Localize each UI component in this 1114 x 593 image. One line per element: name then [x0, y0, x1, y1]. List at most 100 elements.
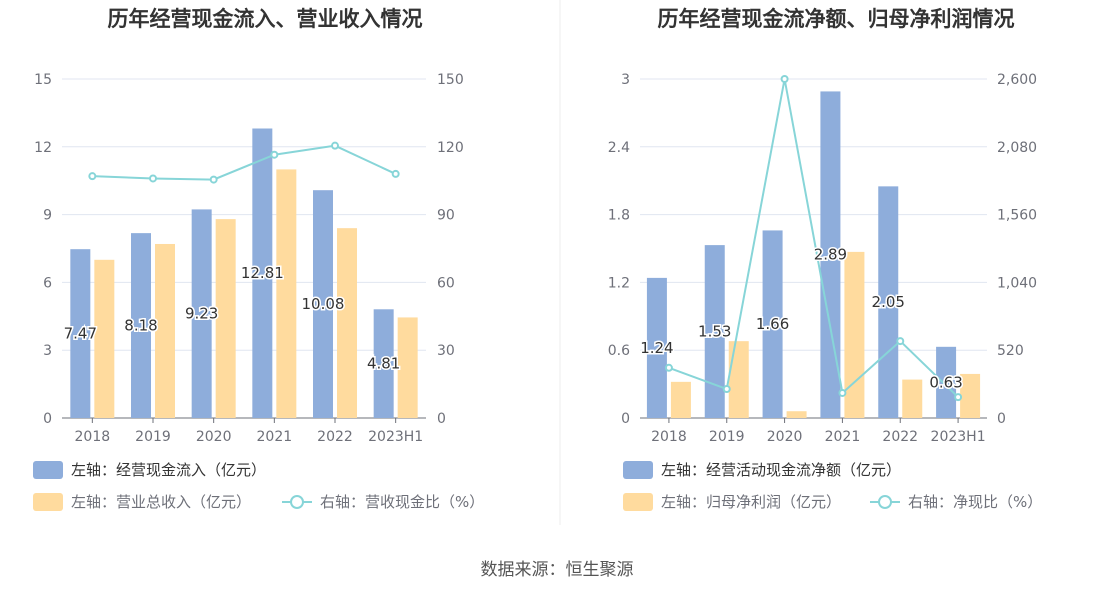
chart-panel-cash-inflow: 历年经营现金流入、营业收入情况 0 0 3 30 6 60 9 90 12 120 15 150 2018… [33, 7, 484, 511]
bar-primary [646, 277, 667, 418]
left-axis-tick-label: 1.8 [608, 208, 630, 224]
legend-swatch [623, 493, 653, 511]
legend-label: 右轴：净现比（%） [908, 493, 1042, 511]
x-axis-category-label: 2019 [135, 429, 171, 445]
left-axis-tick-label: 0 [621, 411, 630, 427]
ratio-line-point [664, 363, 673, 372]
legend-label: 左轴：经营活动现金流净额（亿元） [661, 461, 901, 479]
chart-title: 历年经营现金流入、营业收入情况 [108, 7, 423, 31]
left-axis-tick-label: 6 [43, 275, 52, 291]
left-axis-tick-label: 0 [43, 411, 52, 427]
ratio-line-point [209, 175, 218, 184]
bar-data-label: 2.05 [872, 293, 905, 311]
left-axis-tick-label: 3 [43, 343, 52, 359]
legend-label: 左轴：营业总收入（亿元） [71, 493, 251, 511]
ratio-line-point [722, 385, 731, 394]
bar-data-label: 1.53 [698, 323, 731, 341]
bar-secondary [902, 379, 923, 418]
left-axis-tick-label: 1.2 [608, 275, 630, 291]
bar-primary [70, 249, 91, 418]
bar-data-label: 9.23 [185, 305, 218, 323]
right-axis-tick-label: 60 [437, 275, 455, 291]
left-axis-tick-label: 9 [43, 208, 52, 224]
chart-title: 历年经营现金流净额、归母净利润情况 [658, 7, 1015, 31]
left-axis-tick-label: 3 [621, 72, 630, 88]
x-axis-category-label: 2021 [825, 429, 861, 445]
bar-data-label: 7.47 [64, 325, 97, 343]
legend-swatch [33, 461, 63, 479]
ratio-line-point [331, 141, 339, 150]
right-axis-tick-label: 1,560 [997, 208, 1037, 224]
right-axis-tick-label: 0 [437, 411, 446, 427]
bar-secondary [786, 411, 807, 418]
x-axis-category-label: 2022 [882, 429, 918, 445]
right-axis-tick-label: 30 [437, 343, 455, 359]
ratio-line-point [780, 75, 789, 83]
bar-primary [313, 190, 333, 418]
bar-data-label: 10.08 [302, 295, 345, 313]
ratio-line-point [149, 174, 157, 183]
legend-line-marker [290, 495, 304, 509]
x-axis-category-label: 2021 [257, 429, 293, 445]
ratio-line-point [838, 388, 847, 397]
right-axis-tick-label: 0 [997, 411, 1006, 427]
chart-panel-net-cash: 历年经营现金流净额、归母净利润情况 0 0 0.6 520 1.2 1,040 1.8 1,56… [608, 7, 1042, 511]
right-axis-tick-label: 90 [437, 208, 455, 224]
bar-primary [704, 245, 725, 418]
bar-secondary [94, 259, 115, 418]
legend-swatch [33, 493, 63, 511]
ratio-line-point [391, 169, 400, 178]
data-source-note: 数据来源：恒生聚源 [480, 560, 634, 580]
legend-swatch [623, 461, 653, 479]
bar-secondary [397, 317, 418, 418]
bar-data-label: 1.24 [640, 339, 673, 357]
legend-line-marker [878, 495, 892, 509]
bar-data-label: 12.81 [241, 264, 284, 282]
right-axis-tick-label: 2,080 [997, 140, 1037, 156]
bar-secondary [844, 251, 865, 418]
bar-primary [373, 309, 394, 418]
bar-data-label: 2.89 [814, 246, 847, 264]
bar-secondary [276, 169, 297, 418]
right-axis-tick-label: 150 [437, 72, 464, 88]
x-axis-category-label: 2023H1 [931, 429, 986, 445]
left-axis-tick-label: 12 [34, 140, 52, 156]
bar-secondary [670, 381, 691, 418]
bar-data-label: 8.18 [124, 317, 157, 335]
ratio-line-point [88, 172, 97, 181]
ratio-line [668, 78, 959, 398]
bar-secondary [337, 228, 357, 418]
left-axis-tick-label: 2.4 [608, 140, 630, 156]
bar-primary [762, 230, 783, 418]
x-axis-category-label: 2018 [651, 429, 687, 445]
right-axis-tick-label: 2,600 [997, 72, 1037, 88]
legend-label: 左轴：经营现金流入（亿元） [71, 461, 266, 479]
bar-primary [191, 209, 212, 418]
legend-label: 左轴：归母净利润（亿元） [661, 493, 841, 511]
bar-data-label: 4.81 [367, 355, 400, 373]
ratio-line-point [954, 393, 963, 402]
legend-label: 右轴：营收现金比（%） [320, 493, 484, 511]
right-axis-tick-label: 120 [437, 140, 464, 156]
bar-secondary [155, 243, 175, 418]
bar-primary [820, 91, 841, 419]
x-axis-category-label: 2020 [767, 429, 803, 445]
bar-primary [936, 346, 957, 418]
bar-secondary [215, 219, 236, 418]
ratio-line-point [896, 337, 905, 346]
right-axis-tick-label: 1,040 [997, 275, 1037, 291]
bar-primary [131, 233, 151, 418]
left-axis-tick-label: 0.6 [608, 343, 630, 359]
right-axis-tick-label: 520 [997, 343, 1024, 359]
x-axis-category-label: 2018 [75, 429, 111, 445]
x-axis-category-label: 2020 [196, 429, 232, 445]
x-axis-category-label: 2023H1 [368, 429, 423, 445]
left-axis-tick-label: 15 [34, 72, 52, 88]
ratio-line [92, 144, 397, 181]
bar-secondary [960, 373, 981, 418]
bar-data-label: 1.66 [756, 315, 789, 333]
bar-data-label: 0.63 [929, 373, 962, 391]
ratio-line-point [270, 150, 279, 159]
bar-primary [252, 128, 273, 418]
